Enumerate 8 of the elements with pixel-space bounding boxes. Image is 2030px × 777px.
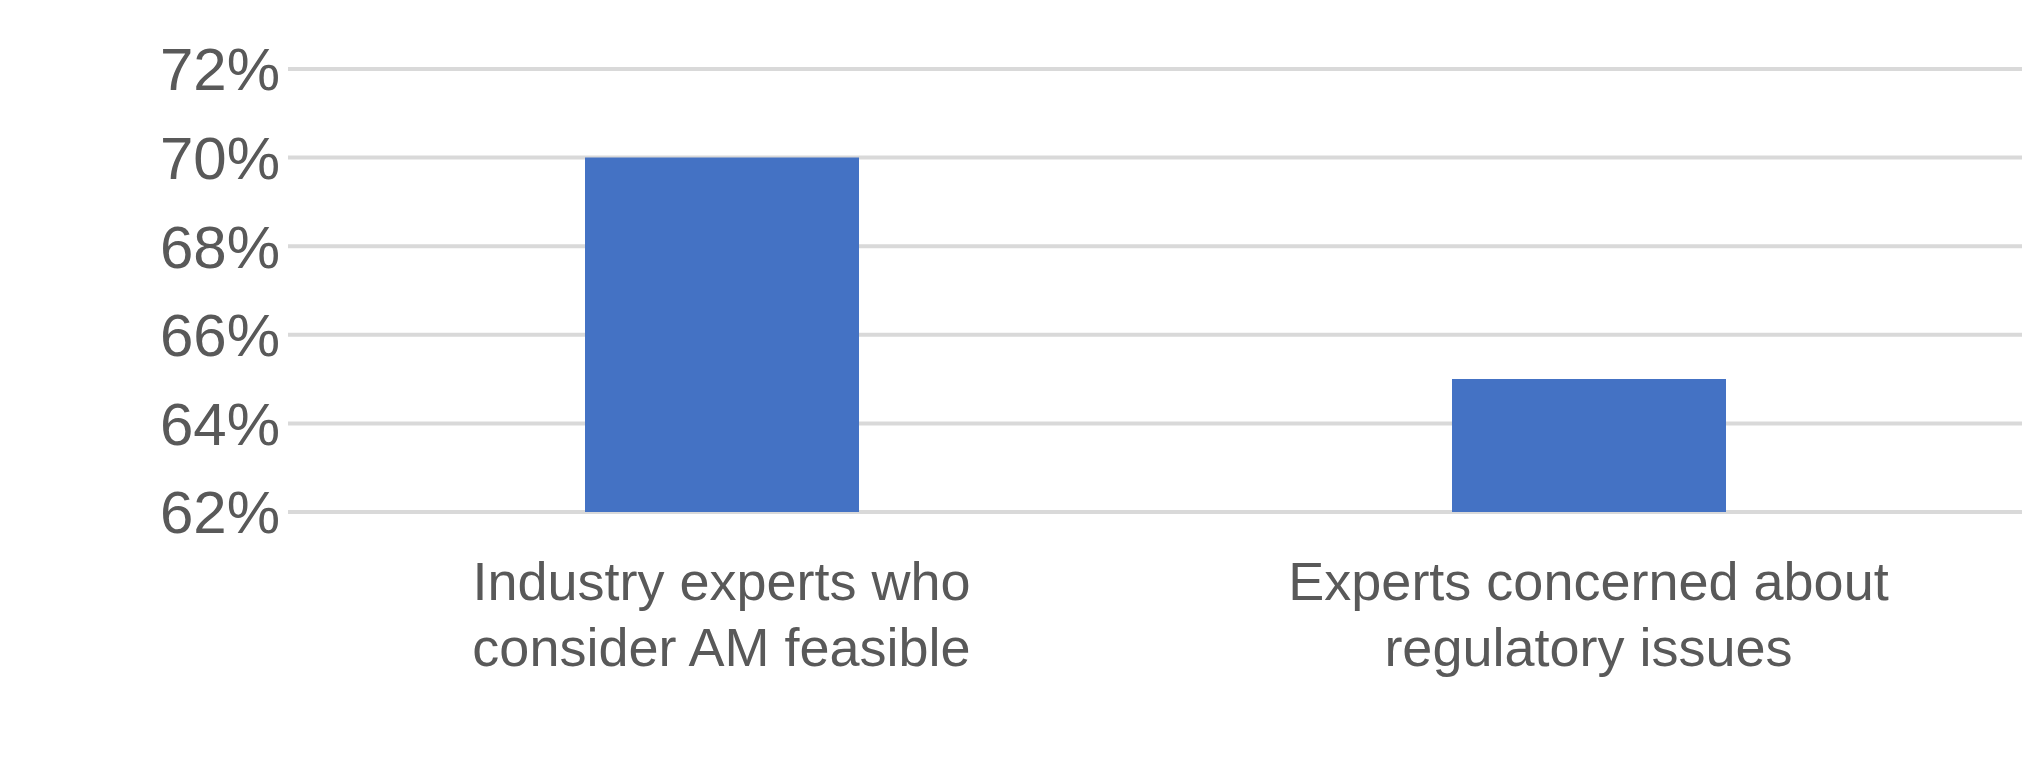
y-tick-label: 66%: [159, 302, 280, 370]
y-tick-label: 62%: [159, 479, 280, 547]
y-tick-label: 70%: [159, 124, 280, 192]
x-tick-label: Experts concerned about regulatory issues: [1288, 551, 1889, 677]
y-tick-label: 72%: [159, 36, 280, 104]
y-tick-label: 68%: [159, 213, 280, 281]
y-tick-label: 64%: [159, 390, 280, 458]
x-tick-label: Industry experts who consider AM feasible: [472, 551, 971, 677]
